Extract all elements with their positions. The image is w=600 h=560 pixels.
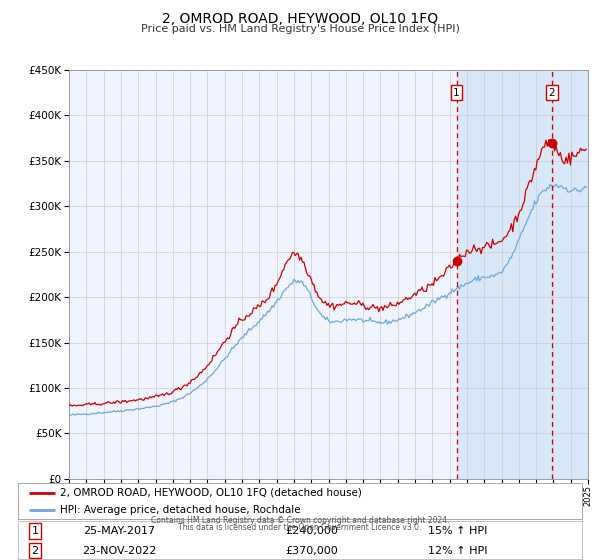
Text: 12% ↑ HPI: 12% ↑ HPI: [428, 545, 488, 556]
Text: HPI: Average price, detached house, Rochdale: HPI: Average price, detached house, Roch…: [60, 505, 301, 515]
Text: 25-MAY-2017: 25-MAY-2017: [83, 526, 155, 536]
Text: 2: 2: [31, 545, 38, 556]
Text: 2: 2: [548, 88, 555, 97]
Bar: [457, 70, 588, 479]
Text: 2, OMROD ROAD, HEYWOOD, OL10 1FQ (detached house): 2, OMROD ROAD, HEYWOOD, OL10 1FQ (detach…: [60, 488, 362, 498]
Text: 2, OMROD ROAD, HEYWOOD, OL10 1FQ: 2, OMROD ROAD, HEYWOOD, OL10 1FQ: [162, 12, 438, 26]
Text: Contains HM Land Registry data © Crown copyright and database right 2024.: Contains HM Land Registry data © Crown c…: [151, 516, 449, 525]
Text: 1: 1: [453, 88, 460, 97]
Text: 23-NOV-2022: 23-NOV-2022: [82, 545, 157, 556]
Text: £240,000: £240,000: [285, 526, 338, 536]
Text: Price paid vs. HM Land Registry's House Price Index (HPI): Price paid vs. HM Land Registry's House …: [140, 24, 460, 34]
Text: 1: 1: [31, 526, 38, 536]
Text: £370,000: £370,000: [285, 545, 338, 556]
Text: This data is licensed under the Open Government Licence v3.0.: This data is licensed under the Open Gov…: [178, 523, 422, 532]
Text: 15% ↑ HPI: 15% ↑ HPI: [428, 526, 488, 536]
